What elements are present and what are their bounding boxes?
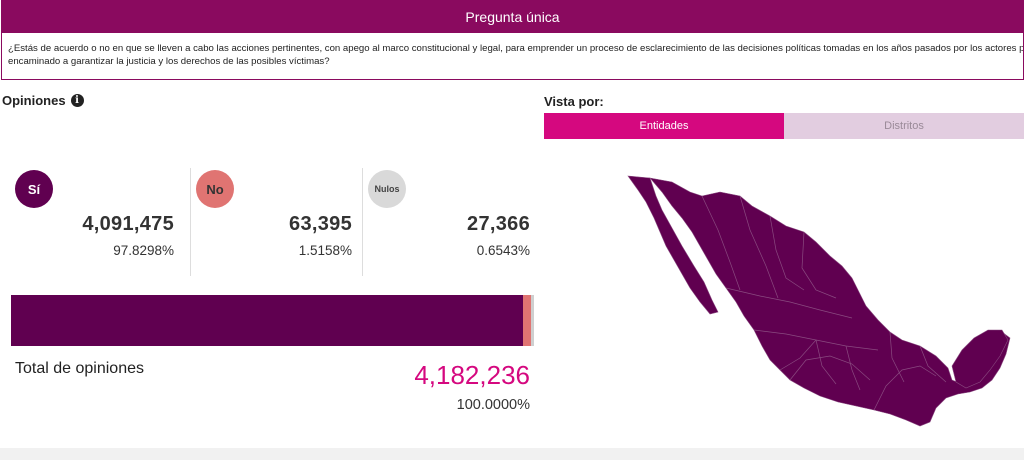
total-percent: 100.0000%	[456, 397, 530, 413]
nulos-badge: Nulos	[368, 170, 406, 208]
opinions-title: Opiniones i	[2, 93, 84, 108]
mexico-map[interactable]	[590, 170, 1020, 440]
option-no: No 63,395 1.5158%	[190, 168, 360, 276]
option-nulos: Nulos 27,366 0.6543%	[362, 168, 538, 276]
tab-distritos[interactable]: Distritos	[784, 113, 1024, 139]
si-badge: Sí	[15, 170, 53, 208]
total-label: Total de opiniones	[15, 360, 144, 377]
view-tabs: Entidades Distritos	[544, 113, 1024, 139]
map-region-yucatan[interactable]	[951, 329, 1009, 389]
option-si: Sí 4,091,475 97.8298%	[10, 168, 182, 276]
no-percent: 1.5158%	[298, 243, 352, 258]
si-percent: 97.8298%	[113, 243, 174, 258]
question-card: Pregunta única ¿Estás de acuerdo o no en…	[1, 0, 1024, 80]
bar-segment-nulos	[530, 295, 534, 346]
opinions-stacked-bar	[11, 295, 534, 346]
opinions-title-label: Opiniones	[2, 93, 66, 108]
no-count: 63,395	[289, 213, 352, 235]
map-region-mainland[interactable]	[649, 177, 1011, 427]
question-text-line-1: ¿Estás de acuerdo o no en que se lleven …	[8, 43, 1023, 54]
footer-bar	[0, 448, 1024, 460]
nulos-count: 27,366	[467, 213, 530, 235]
question-header: Pregunta única	[2, 1, 1023, 33]
view-by-title: Vista por:	[544, 94, 604, 109]
question-text: ¿Estás de acuerdo o no en que se lleven …	[2, 33, 1023, 68]
nulos-percent: 0.6543%	[476, 243, 530, 258]
bar-segment-no	[522, 295, 531, 346]
no-badge: No	[196, 170, 234, 208]
tab-entidades[interactable]: Entidades	[544, 113, 784, 139]
si-count: 4,091,475	[82, 213, 174, 235]
info-icon[interactable]: i	[70, 94, 84, 107]
question-text-line-2: encaminado a garantizar la justicia y lo…	[8, 56, 330, 67]
map-region-baja-california[interactable]	[627, 175, 719, 315]
total-value: 4,182,236	[414, 360, 530, 390]
bar-segment-si	[11, 295, 523, 346]
